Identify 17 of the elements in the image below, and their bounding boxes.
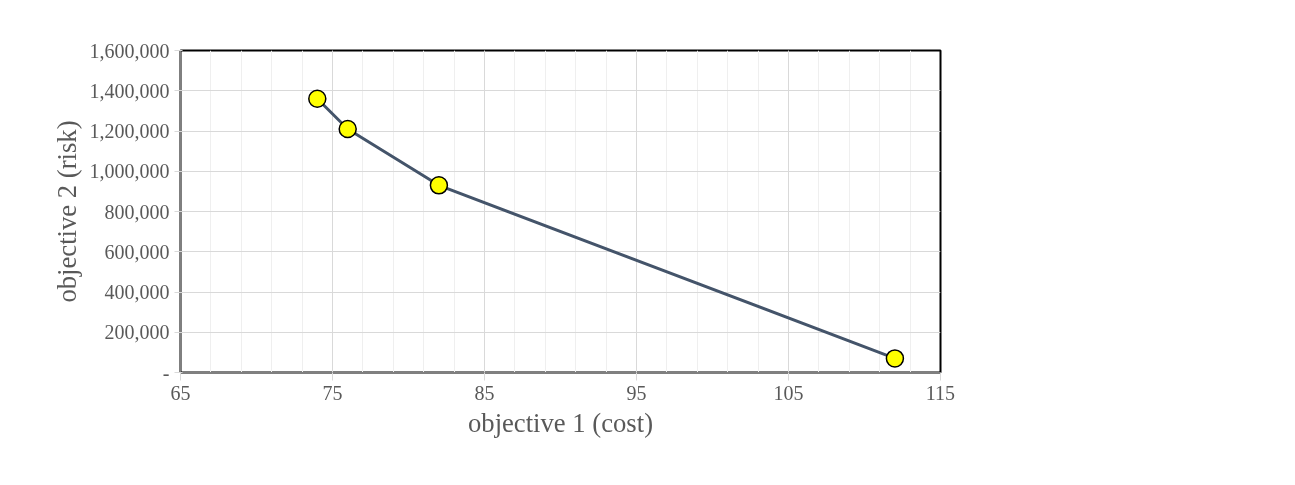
x-tick-label: 65 — [170, 381, 191, 404]
x-tick-label: 75 — [322, 381, 343, 404]
x-tick-label: 85 — [474, 381, 495, 404]
y-tick-label: 1,400,000 — [89, 79, 170, 102]
y-tick-label: 1,200,000 — [89, 120, 170, 142]
x-tick-label: 95 — [626, 381, 647, 404]
x-axis-title: objective 1 (cost) — [467, 407, 654, 438]
y-tick-label: - — [162, 361, 170, 384]
y-axis-title: objective 2 (risk) — [51, 120, 82, 303]
x-tick-label: 105 — [773, 381, 804, 404]
y-tick-label: 600,000 — [104, 240, 170, 263]
x-tick-label: 115 — [925, 381, 956, 404]
y-tick-label: 200,000 — [104, 321, 170, 344]
y-tick-label: 400,000 — [104, 281, 170, 303]
y-tick-label: 1,000,000 — [89, 160, 170, 183]
y-tick-label: 800,000 — [104, 200, 170, 223]
y-tick-label: 1,600,000 — [89, 39, 170, 62]
